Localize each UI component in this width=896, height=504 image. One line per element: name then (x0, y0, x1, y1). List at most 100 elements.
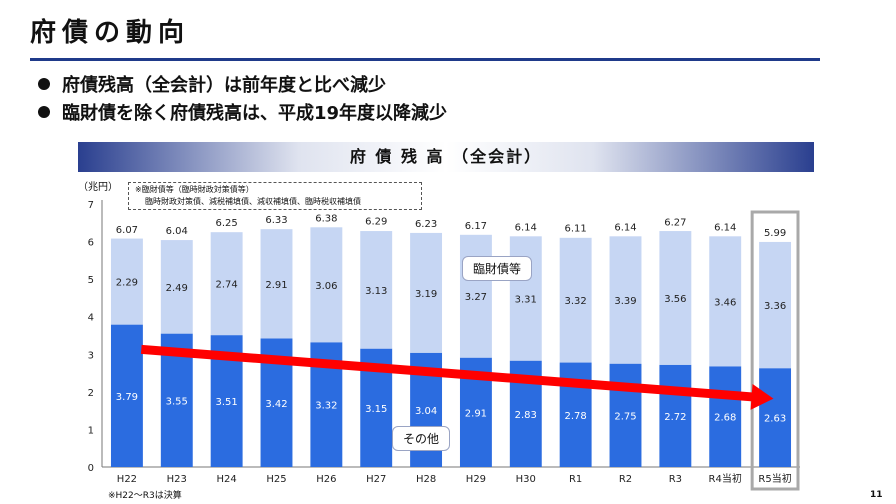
legend-callout-other: その他 (392, 426, 451, 451)
bar-segment-rinzai (659, 231, 692, 365)
x-tick-label: H30 (516, 474, 536, 485)
data-label-other: 2.72 (664, 412, 686, 423)
data-label-total: 6.23 (415, 219, 437, 230)
bullet-item: 臨財債を除く府債残高は、平成19年度以降減少 (38, 100, 447, 128)
data-label-total: 6.04 (166, 226, 188, 237)
data-label-rinzai: 3.06 (315, 281, 337, 292)
bullet-icon (38, 78, 50, 90)
bar-segment-rinzai (559, 237, 592, 363)
bar-segment-other (659, 364, 692, 467)
y-tick-label: 3 (88, 350, 94, 361)
data-label-other: 2.91 (465, 408, 487, 419)
data-label-rinzai: 2.91 (265, 280, 287, 291)
data-label-total: 6.14 (714, 222, 736, 233)
bullet-icon (38, 106, 50, 118)
bar-segment-rinzai (709, 236, 742, 367)
data-label-other: 3.04 (415, 406, 437, 417)
footnote: ※H22～R3は決算 (108, 491, 182, 501)
data-label-other: 3.55 (166, 396, 188, 407)
y-tick-label: 5 (88, 275, 94, 286)
data-label-rinzai: 3.36 (764, 301, 786, 312)
bullet-text: 臨財債を除く府債残高は、平成19年度以降減少 (62, 103, 448, 124)
y-tick-label: 1 (88, 425, 94, 436)
data-label-total: 6.14 (614, 222, 636, 233)
legend-callout-rinzai: 臨財債等 (462, 256, 533, 281)
note-line: 臨時財政対策債、減税補填債、減収補填債、臨時税収補填債 (145, 197, 361, 206)
note-line: ※臨財債等（臨時財政対策債等） (135, 185, 254, 194)
y-axis-unit: （兆円） (78, 182, 118, 193)
data-label-rinzai: 3.13 (365, 286, 387, 297)
data-label-other: 3.51 (216, 397, 238, 408)
data-label-total: 5.99 (764, 228, 786, 239)
data-label-total: 6.17 (465, 221, 487, 232)
x-tick-label: H29 (466, 474, 486, 485)
x-tick-label: H22 (117, 474, 137, 485)
bullet-text: 府債残高（全会計）は前年度と比べ減少 (62, 75, 386, 96)
y-tick-label: 7 (88, 200, 94, 211)
data-label-rinzai: 3.39 (614, 296, 636, 307)
note-box: ※臨財債等（臨時財政対策債等） 臨時財政対策債、減税補填債、減収補填債、臨時税収… (128, 182, 422, 210)
highlight-frame (750, 210, 800, 491)
bar-segment-other (759, 368, 792, 467)
page-number: 11 (870, 490, 883, 500)
data-label-other: 3.15 (365, 404, 387, 415)
data-label-rinzai: 2.74 (216, 280, 238, 291)
data-label-total: 6.14 (515, 222, 537, 233)
bar-segment-rinzai (310, 227, 343, 343)
trend-arrow-head (750, 383, 774, 410)
bar-segment-rinzai (110, 238, 143, 325)
data-label-other: 2.78 (565, 411, 587, 422)
data-label-other: 2.63 (764, 414, 786, 425)
bar-segment-rinzai (260, 229, 293, 339)
data-label-rinzai: 3.31 (515, 294, 537, 305)
data-label-total: 6.27 (664, 217, 686, 228)
data-label-rinzai: 2.49 (166, 283, 188, 294)
data-label-other: 3.42 (265, 399, 287, 410)
x-tick-label: H25 (266, 474, 286, 485)
title-rule (30, 58, 820, 61)
data-label-other: 2.75 (614, 411, 636, 422)
x-tick-label: R3 (669, 474, 682, 485)
x-tick-label: H23 (167, 474, 187, 485)
y-tick-label: 6 (88, 238, 94, 249)
bar-segment-rinzai (210, 232, 243, 336)
data-label-total: 6.38 (315, 213, 337, 224)
page-title: 府債の動向 (30, 18, 191, 48)
bar-segment-rinzai (410, 232, 443, 353)
data-label-other: 3.32 (315, 401, 337, 412)
bullet-item: 府債残高（全会計）は前年度と比べ減少 (38, 72, 447, 100)
x-tick-label: H24 (217, 474, 237, 485)
bar-segment-rinzai (160, 240, 193, 334)
data-label-total: 6.07 (116, 225, 138, 236)
x-tick-label: R5当初 (758, 472, 791, 485)
data-label-rinzai: 3.56 (664, 294, 686, 305)
y-tick-label: 2 (88, 388, 94, 399)
data-label-rinzai: 3.46 (714, 297, 736, 308)
x-tick-label: R1 (569, 474, 582, 485)
chart-title: 府 債 残 高 （全会計） (78, 142, 814, 172)
bar-segment-other (609, 363, 642, 467)
data-label-rinzai: 2.29 (116, 278, 138, 289)
y-tick-label: 4 (88, 313, 94, 324)
trend-arrow-shaft (140, 344, 758, 402)
data-label-other: 2.83 (515, 410, 537, 421)
data-label-total: 6.25 (216, 218, 238, 229)
x-tick-label: H28 (416, 474, 436, 485)
bar-segment-rinzai (360, 231, 393, 349)
x-tick-label: H27 (366, 474, 386, 485)
data-label-other: 3.79 (116, 392, 138, 403)
data-label-rinzai: 3.27 (465, 292, 487, 303)
bar-segment-rinzai (609, 236, 642, 364)
x-tick-label: R2 (619, 474, 632, 485)
data-label-total: 6.29 (365, 217, 387, 228)
bar-segment-other (709, 366, 742, 467)
data-label-other: 2.68 (714, 413, 736, 424)
x-tick-label: R4当初 (709, 472, 742, 485)
bar-segment-rinzai (459, 234, 492, 358)
data-label-rinzai: 3.32 (565, 296, 587, 307)
summary-bullets: 府債残高（全会計）は前年度と比べ減少 臨財債を除く府債残高は、平成19年度以降減… (38, 72, 447, 128)
bar-segment-other (110, 324, 143, 467)
bar-segment-rinzai (759, 241, 792, 369)
data-label-rinzai: 3.19 (415, 289, 437, 300)
data-label-total: 6.11 (565, 223, 587, 234)
